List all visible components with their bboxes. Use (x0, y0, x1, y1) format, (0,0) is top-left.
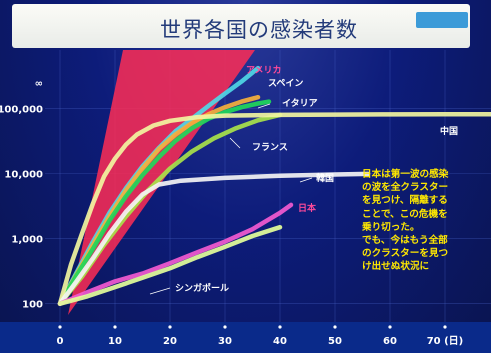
series-line-4 (57, 111, 491, 306)
series-line-5 (57, 171, 371, 306)
x-tick-dot-7 (443, 325, 447, 329)
label-leader-2 (299, 177, 313, 183)
x-tick-label-5: 50 (328, 336, 342, 347)
y-tick-label-2: 10,000 (4, 170, 43, 181)
title-bar: 世界各国の感染者数 (12, 4, 470, 48)
x-tick-label-3: 30 (218, 336, 232, 347)
series-line-6 (57, 202, 294, 306)
series-label-0: アメリカ (246, 65, 282, 76)
series-line-7 (57, 224, 283, 306)
series-label-5: 韓国 (316, 172, 334, 184)
series-line-2 (57, 99, 272, 306)
annotation-note: 日本は第一波の感染 の波を全クラスター を見つけ、隔離する ことで、この危機を … (362, 169, 449, 273)
series-label-2: イタリア (282, 97, 318, 109)
axis-ticks: 0 10 20 30 40 50 60 70 (日) 100 1,000 10,000 100,000… (0, 79, 463, 347)
series-label-4: 中国 (440, 125, 458, 137)
series-label-6: 日本 (298, 202, 317, 214)
x-tick-label-1: 10 (108, 336, 122, 347)
x-axis-band (0, 322, 491, 353)
series-lines (57, 65, 491, 306)
label-leader-1 (257, 103, 271, 109)
x-tick-label-6: 60 (383, 336, 397, 347)
series-label-3: フランス (252, 142, 288, 153)
y-tick-label-3: 100,000 (0, 105, 43, 116)
series-label-7: シンガポール (175, 282, 229, 294)
y-tick-label-0: 100 (22, 300, 43, 311)
x-tick-dot-1 (113, 325, 117, 329)
series-label-1: スペイン (268, 78, 303, 89)
x-tick-dot-4 (278, 325, 282, 329)
corner-badge (416, 12, 468, 28)
y-tick-label-1: 1,000 (11, 235, 43, 246)
x-tick-dot-6 (388, 325, 392, 329)
x-tick-label-7: 70 (日) (427, 335, 464, 347)
x-tick-label-4: 40 (273, 336, 287, 347)
x-tick-dot-5 (333, 325, 337, 329)
x-tick-dot-2 (168, 325, 172, 329)
x-tick-dot-3 (223, 325, 227, 329)
x-tick-dot-0 (58, 325, 62, 329)
label-leader-3 (149, 287, 171, 295)
x-tick-label-0: 0 (57, 336, 64, 347)
x-tick-label-2: 20 (163, 336, 177, 347)
y-tick-label-4: ∞ (35, 79, 43, 90)
slide-title: 世界各国の感染者数 (160, 18, 358, 42)
grid-lines (45, 50, 491, 322)
label-leader-0 (229, 137, 241, 149)
